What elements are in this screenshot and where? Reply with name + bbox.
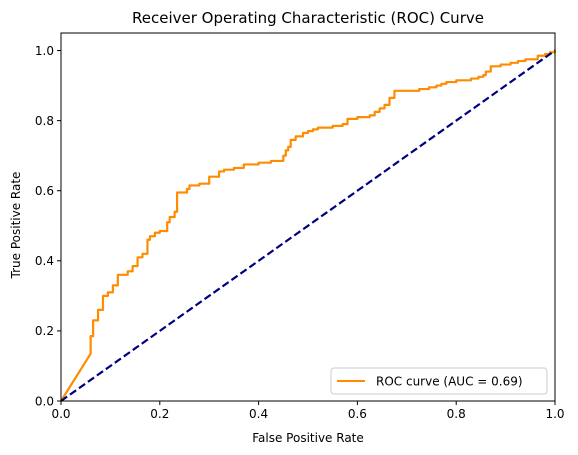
y-tick-label: 0.6 [35,184,54,198]
x-tick-label: 0.6 [348,407,367,421]
y-tick-label: 0.4 [35,254,54,268]
y-tick-label: 0.8 [35,114,54,128]
chart-title: Receiver Operating Characteristic (ROC) … [132,9,484,27]
x-tick-label: 1.0 [545,407,564,421]
plot-frame [60,32,556,402]
x-tick-label: 0.8 [447,407,466,421]
legend: ROC curve (AUC = 0.69) [330,367,548,395]
roc-curve-line [60,50,557,402]
x-tick-label: 0.0 [51,407,70,421]
chance-line [60,49,556,402]
legend-label: ROC curve (AUC = 0.69) [376,375,523,389]
plot-area [60,32,557,402]
legend-box [330,367,548,395]
y-tick-label: 1.0 [35,44,54,58]
x-tick-label: 0.2 [150,407,169,421]
y-axis-label: True Positive Rate [9,172,23,280]
x-tick-label: 0.4 [249,407,268,421]
y-tick-label: 0.0 [35,394,54,408]
y-axis-ticks: 0.0 0.2 0.4 0.6 0.8 1.0 [35,44,61,408]
x-axis-ticks: 0.0 0.2 0.4 0.6 0.8 1.0 [51,401,565,421]
y-tick-label: 0.2 [35,324,54,338]
x-axis-label: False Positive Rate [252,431,364,445]
